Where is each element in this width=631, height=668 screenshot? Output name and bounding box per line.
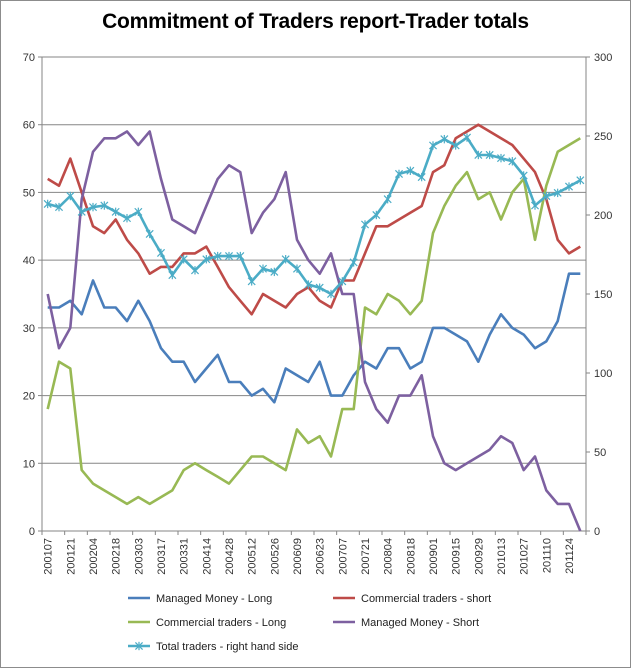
x-tick-label: 200901 <box>428 538 440 575</box>
x-tick-label: 200121 <box>65 538 77 575</box>
x-tick-label: 200204 <box>88 538 100 575</box>
data-point-marker <box>282 255 289 263</box>
x-tick-label: 200915 <box>451 538 463 575</box>
data-point-marker <box>180 255 187 263</box>
left-tick-label: 30 <box>23 323 35 335</box>
data-point-marker <box>373 211 380 219</box>
x-tick-label: 200218 <box>111 538 123 575</box>
x-tick-label: 200623 <box>315 538 327 575</box>
x-tick-label: 200331 <box>179 538 191 575</box>
data-point-marker <box>361 220 368 228</box>
left-tick-label: 70 <box>23 52 35 64</box>
legend-item: Managed Money - Short <box>333 617 479 629</box>
chart-canvas: 0 10 20 30 40 50 60 70 0 50 100 150 200 250 300 20010… <box>0 0 631 668</box>
x-tick-label: 200107 <box>43 538 55 575</box>
right-tick-label: 0 <box>594 526 600 538</box>
data-point-marker <box>169 271 176 279</box>
x-tick-label: 201027 <box>519 538 531 575</box>
left-tick-label: 10 <box>23 458 35 470</box>
legend-label: Commercial traders - Long <box>156 617 286 629</box>
legend-item: Commercial traders - short <box>333 593 491 605</box>
left-tick-label: 50 <box>23 187 35 199</box>
left-axis-ticks: 0 10 20 30 40 50 60 70 <box>23 52 42 538</box>
data-point-marker <box>146 230 153 238</box>
series-line-managed-money-short <box>48 132 581 532</box>
x-tick-label: 200303 <box>133 538 145 575</box>
legend-item: Total traders - right hand side <box>128 641 298 653</box>
x-tick-label: 201013 <box>496 538 508 575</box>
x-tick-label: 201110 <box>541 538 553 573</box>
left-tick-label: 60 <box>23 120 35 132</box>
x-tick-label: 200707 <box>337 538 349 575</box>
data-point-marker <box>520 171 527 179</box>
x-tick-label: 201124 <box>564 538 576 574</box>
right-tick-label: 150 <box>594 289 612 301</box>
x-tick-label: 200721 <box>360 538 372 575</box>
x-tick-label: 200317 <box>156 538 168 575</box>
data-point-marker <box>157 249 164 257</box>
x-tick-label: 200414 <box>201 538 213 575</box>
x-axis-ticks: 200107 200121 200204 200218 200303 200317 2003… <box>42 531 586 575</box>
legend-label: Commercial traders - short <box>361 593 491 605</box>
data-point-marker <box>293 265 300 273</box>
data-point-marker <box>67 192 74 200</box>
x-tick-label: 200818 <box>405 538 417 575</box>
left-tick-label: 0 <box>29 526 35 538</box>
data-point-marker <box>463 133 470 141</box>
legend: Managed Money - Long Commercial traders -… <box>128 593 491 653</box>
right-axis-ticks: 0 50 100 150 200 250 300 <box>586 52 612 538</box>
x-tick-label: 200512 <box>247 538 259 575</box>
x-tick-label: 200428 <box>224 538 236 575</box>
legend-label: Managed Money - Long <box>156 593 272 605</box>
legend-item: Managed Money - Long <box>128 593 272 605</box>
gridlines <box>42 57 586 463</box>
data-point-marker <box>350 258 357 266</box>
x-tick-label: 200609 <box>292 538 304 575</box>
right-tick-label: 50 <box>594 447 606 459</box>
x-tick-label: 200929 <box>473 538 485 575</box>
legend-item: Commercial traders - Long <box>128 617 286 629</box>
right-tick-label: 250 <box>594 131 612 143</box>
right-tick-label: 300 <box>594 52 612 64</box>
x-tick-label: 200526 <box>269 538 281 575</box>
data-point-marker <box>248 277 255 285</box>
data-point-marker <box>384 195 391 203</box>
left-tick-label: 40 <box>23 255 35 267</box>
legend-label: Total traders - right hand side <box>156 641 298 653</box>
data-point-marker <box>531 201 538 209</box>
legend-label: Managed Money - Short <box>361 617 479 629</box>
x-tick-label: 200804 <box>383 538 395 575</box>
data-point-marker <box>191 266 198 274</box>
left-tick-label: 20 <box>23 391 35 403</box>
right-tick-label: 100 <box>594 368 612 380</box>
right-tick-label: 200 <box>594 210 612 222</box>
